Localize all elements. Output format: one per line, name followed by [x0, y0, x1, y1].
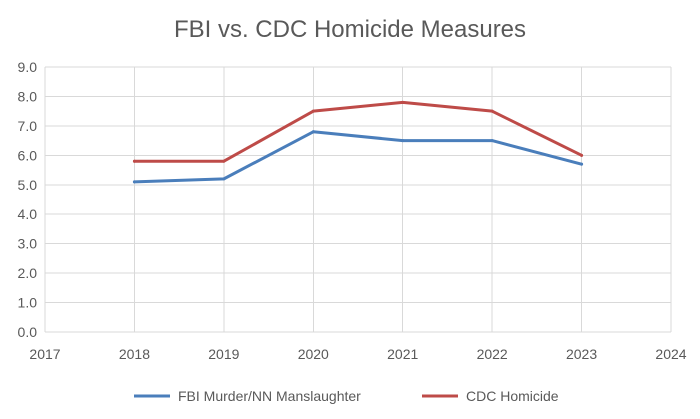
- y-tick-label: 9.0: [18, 59, 38, 75]
- data-point-series-1: [401, 100, 405, 104]
- x-tick-label: 2023: [566, 346, 597, 362]
- x-tick-label: 2017: [29, 346, 60, 362]
- y-tick-label: 4.0: [18, 206, 38, 222]
- y-tick-label: 2.0: [18, 265, 38, 281]
- data-point-series-1: [311, 109, 315, 113]
- y-tick-label: 7.0: [18, 118, 38, 134]
- y-tick-label: 3.0: [18, 236, 38, 252]
- data-point-series-0: [311, 130, 315, 134]
- data-point-series-0: [490, 139, 494, 143]
- x-tick-label: 2020: [298, 346, 329, 362]
- y-tick-label: 1.0: [18, 295, 38, 311]
- x-tick-label: 2022: [477, 346, 508, 362]
- series-line-0: [132, 130, 584, 184]
- y-tick-label: 8.0: [18, 88, 38, 104]
- series-line-1: [132, 100, 584, 163]
- legend-label-1: CDC Homicide: [466, 388, 559, 404]
- legend: FBI Murder/NN Manslaughter CDC Homicide: [134, 388, 559, 404]
- y-tick-label: 0.0: [18, 324, 38, 340]
- legend-label-0: FBI Murder/NN Manslaughter: [178, 388, 361, 404]
- plot-area: 0.0 1.0 2.0 3.0 4.0 5.0 6.0 7.0 8.0 9.0 2017 2018 20…: [18, 59, 687, 362]
- data-point-series-1: [132, 159, 136, 163]
- data-point-series-1: [580, 153, 584, 157]
- x-tick-label: 2018: [119, 346, 150, 362]
- data-point-series-1: [222, 159, 226, 163]
- x-tick-label: 2019: [208, 346, 239, 362]
- x-tick-label: 2021: [387, 346, 418, 362]
- data-point-series-0: [401, 139, 405, 143]
- data-point-series-0: [222, 177, 226, 181]
- data-point-series-1: [490, 109, 494, 113]
- x-tick-label: 2024: [655, 346, 686, 362]
- y-tick-label: 5.0: [18, 177, 38, 193]
- data-point-series-0: [580, 162, 584, 166]
- y-tick-label: 6.0: [18, 147, 38, 163]
- data-point-series-0: [132, 180, 136, 184]
- chart-title: FBI vs. CDC Homicide Measures: [174, 16, 526, 43]
